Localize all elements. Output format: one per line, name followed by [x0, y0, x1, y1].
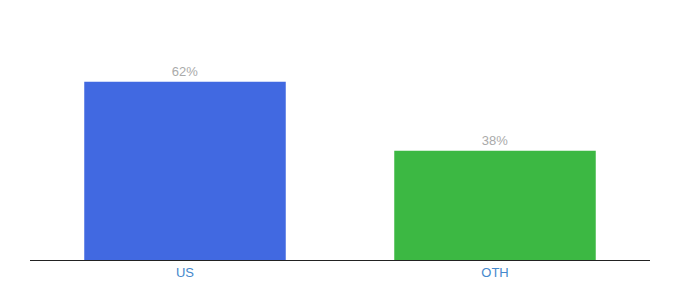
svg-text:US: US [176, 265, 194, 280]
svg-text:38%: 38% [482, 133, 508, 148]
svg-text:62%: 62% [172, 64, 198, 79]
svg-text:OTH: OTH [481, 265, 508, 280]
